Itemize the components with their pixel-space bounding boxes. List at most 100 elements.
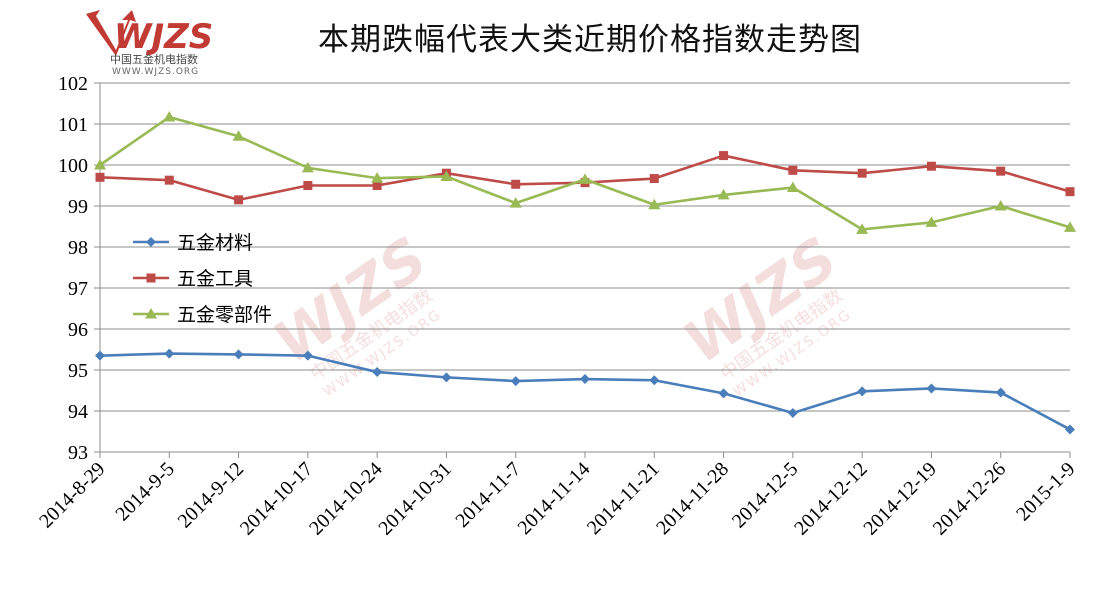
data-point [302, 350, 313, 361]
data-point [94, 159, 106, 170]
x-tick-label: 2014-10-17 [236, 458, 318, 540]
y-tick-label: 97 [68, 278, 88, 300]
wjzs-logo: WJZS 中国五金机电指数 WWW.WJZS.ORG [86, 10, 213, 76]
logo-subtitle: 中国五金机电指数 [110, 52, 198, 66]
data-point [1064, 221, 1076, 232]
data-point [788, 165, 798, 175]
legend-item: 五金零部件 [133, 304, 272, 326]
y-tick-label: 101 [58, 114, 88, 136]
data-point [511, 179, 521, 189]
watermark: WJZS 中国五金机电指数 WWW.WJZS.ORG [262, 224, 445, 401]
logo-arrow-icon [86, 10, 136, 56]
data-point [996, 166, 1006, 176]
data-point [995, 387, 1006, 398]
data-point [164, 348, 175, 359]
data-point [786, 181, 799, 193]
y-axis-tick-labels: 93 94 95 96 97 98 99 100 101 102 [58, 73, 88, 464]
data-point [787, 408, 798, 419]
data-point [372, 367, 383, 378]
legend-item: 五金工具 [133, 268, 253, 290]
data-point [649, 174, 659, 184]
data-point [164, 175, 174, 185]
data-point [372, 181, 382, 190]
x-tick-label: 2015-1-9 [1012, 458, 1079, 525]
logo-wordmark: WJZS [114, 17, 213, 57]
y-tick-label: 102 [58, 73, 88, 95]
series-line [99, 352, 1071, 431]
data-point [371, 172, 384, 183]
data-point [301, 161, 314, 173]
data-point [163, 111, 176, 122]
watermark-subtitle: 中国五金机电指数 [717, 285, 847, 385]
data-point [234, 195, 244, 205]
x-tick-label: 2014-8-29 [35, 458, 109, 532]
data-point [926, 383, 937, 394]
x-tick-label: 2014-12-19 [859, 458, 941, 540]
data-point [648, 198, 661, 210]
legend-item: 五金材料 [133, 232, 253, 254]
chart-title: 本期跌幅代表大类近期价格指数走势图 [318, 22, 862, 58]
data-point [580, 374, 590, 385]
y-tick-label: 98 [68, 237, 88, 259]
legend-label: 五金零部件 [177, 304, 272, 326]
data-point [232, 130, 245, 141]
legend-label: 五金工具 [177, 268, 253, 290]
data-point [510, 376, 521, 387]
data-point [440, 170, 453, 181]
data-point [717, 188, 730, 200]
data-point [303, 181, 313, 190]
data-point [719, 151, 729, 161]
x-tick-label: 2014-10-31 [374, 458, 456, 540]
data-point [1065, 424, 1075, 435]
watermark-wordmark: WJZS [262, 224, 440, 377]
data-point [718, 388, 729, 399]
series [94, 111, 1076, 234]
data-point [233, 349, 244, 360]
x-tick-label: 2014-11-21 [583, 458, 664, 539]
x-tick-label: 2014-12-5 [728, 458, 802, 532]
data-point [579, 173, 591, 184]
y-tick-label: 94 [68, 401, 88, 423]
axes [94, 82, 1071, 458]
data-point [95, 172, 105, 182]
y-tick-label: 93 [68, 442, 88, 464]
data-point [994, 200, 1007, 211]
logo-url: WWW.WJZS.ORG [112, 67, 199, 76]
gridlines [100, 82, 1070, 412]
x-tick-label: 2014-12-12 [790, 458, 872, 540]
x-tick-label: 2014-12-26 [929, 458, 1011, 540]
data-point [856, 223, 869, 234]
data-point [95, 350, 105, 361]
data-point [926, 161, 936, 171]
y-tick-label: 100 [58, 155, 88, 177]
watermark-subtitle: 中国五金机电指数 [307, 285, 437, 385]
x-tick-label: 2014-11-28 [652, 458, 733, 539]
series-line [99, 115, 1071, 231]
x-tick-label: 2014-11-7 [451, 458, 525, 532]
legend-marker [146, 273, 156, 283]
watermark-url: WWW.WJZS.ORG [730, 306, 855, 400]
data-point [649, 375, 660, 386]
y-tick-label: 95 [68, 360, 88, 382]
y-tick-label: 96 [68, 319, 88, 341]
series-line [99, 154, 1071, 202]
watermark-url: WWW.WJZS.ORG [320, 306, 445, 400]
legend-marker [145, 308, 157, 319]
x-tick-label: 2014-9-12 [174, 458, 248, 532]
data-point [1065, 187, 1075, 197]
data-point [441, 168, 451, 178]
data-point [857, 386, 868, 397]
x-tick-label: 2014-10-24 [305, 458, 387, 540]
y-tick-label: 99 [68, 196, 88, 218]
data-point [925, 216, 938, 227]
legend-marker [146, 237, 156, 247]
series [95, 151, 1075, 205]
data-point [580, 178, 590, 188]
data-point [857, 168, 867, 178]
data-point [441, 372, 452, 383]
series [95, 348, 1075, 435]
data-point [509, 197, 522, 208]
watermark-wordmark: WJZS [672, 224, 850, 377]
